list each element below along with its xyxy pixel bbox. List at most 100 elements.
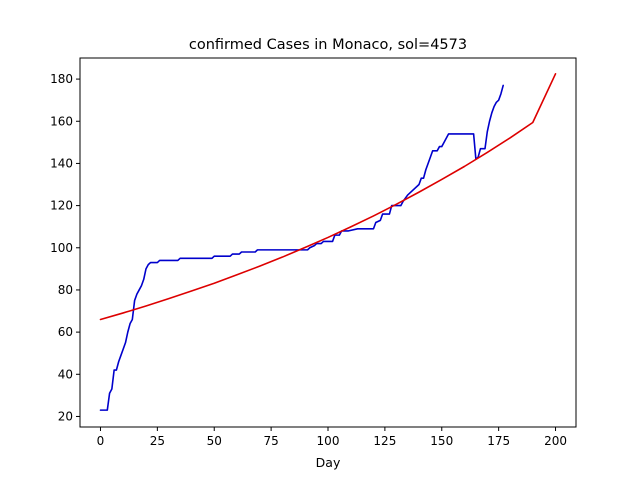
series-0-point bbox=[373, 228, 374, 229]
series-1-point bbox=[396, 204, 397, 205]
series-0-point bbox=[127, 332, 128, 333]
series-1-point bbox=[555, 73, 556, 74]
series-0-point bbox=[123, 348, 124, 349]
series-0-point bbox=[118, 361, 119, 362]
y-tick-label: 140 bbox=[50, 156, 73, 170]
series-0-point bbox=[359, 228, 360, 229]
series-0-point bbox=[114, 369, 115, 370]
series-0-point bbox=[375, 222, 376, 223]
series-1-point bbox=[168, 298, 169, 299]
series-0-point bbox=[177, 260, 178, 261]
series-0-point bbox=[423, 178, 424, 179]
series-0-point bbox=[257, 249, 258, 250]
series-0-point bbox=[107, 410, 108, 411]
series-0-point bbox=[487, 131, 488, 132]
series-1-point bbox=[305, 247, 306, 248]
series-1-point bbox=[373, 215, 374, 216]
series-0-point bbox=[448, 133, 449, 134]
series-0-point bbox=[139, 289, 140, 290]
plot-frame bbox=[79, 57, 577, 428]
series-0-point bbox=[503, 85, 504, 86]
series-1-point bbox=[100, 319, 101, 320]
series-0-point bbox=[314, 245, 315, 246]
series-0-point bbox=[430, 157, 431, 158]
series-line-1 bbox=[99, 73, 557, 321]
series-line-0 bbox=[99, 84, 504, 411]
y-tick-label: 60 bbox=[58, 325, 73, 339]
series-0-point bbox=[491, 112, 492, 113]
series-0-point bbox=[141, 285, 142, 286]
series-0-point bbox=[214, 256, 215, 257]
y-tick-label: 80 bbox=[58, 283, 73, 297]
series-0-point bbox=[145, 268, 146, 269]
series-1-point bbox=[191, 290, 192, 291]
series-1-point bbox=[350, 226, 351, 227]
series-0-point bbox=[134, 300, 135, 301]
series-1-point bbox=[145, 305, 146, 306]
x-tick-label: 200 bbox=[544, 434, 567, 448]
series-1-point bbox=[509, 137, 510, 138]
series-1-point bbox=[532, 122, 533, 123]
series-0-point bbox=[500, 93, 501, 94]
series-0-point bbox=[409, 192, 410, 193]
series-1-point bbox=[236, 274, 237, 275]
series-0-point bbox=[232, 254, 233, 255]
chart-title: confirmed Cases in Monaco, sol=4573 bbox=[189, 37, 467, 53]
series-0-point bbox=[389, 213, 390, 214]
series-0-point bbox=[241, 251, 242, 252]
series-1-point bbox=[464, 166, 465, 167]
series-0-point bbox=[321, 243, 322, 244]
series-0-point bbox=[380, 220, 381, 221]
series-1-point bbox=[214, 283, 215, 284]
series-0-point bbox=[100, 410, 101, 411]
series-0-point bbox=[432, 150, 433, 151]
series-0-point bbox=[136, 294, 137, 295]
series-0-point bbox=[357, 228, 358, 229]
series-0-point bbox=[493, 106, 494, 107]
series-1-point bbox=[418, 192, 419, 193]
series-0-point bbox=[339, 235, 340, 236]
series-0-point bbox=[125, 342, 126, 343]
series-0-point bbox=[498, 100, 499, 101]
series-1-point bbox=[282, 256, 283, 257]
series-0-point bbox=[348, 230, 349, 231]
series-0-point bbox=[111, 388, 112, 389]
x-tick-label: 75 bbox=[263, 434, 278, 448]
series-0-point bbox=[446, 138, 447, 139]
x-tick-label: 150 bbox=[430, 434, 453, 448]
y-axis-ticks: 20 40 60 80 100 120 140 160 180 bbox=[50, 72, 80, 423]
series-0-point bbox=[382, 213, 383, 214]
series-0-point bbox=[443, 142, 444, 143]
series-0-point bbox=[439, 146, 440, 147]
y-tick-label: 180 bbox=[50, 72, 73, 86]
series-0-point bbox=[150, 262, 151, 263]
series-0-point bbox=[400, 205, 401, 206]
series-0-point bbox=[129, 323, 130, 324]
series-0-point bbox=[132, 319, 133, 320]
x-tick-label: 50 bbox=[207, 434, 222, 448]
series-0-point bbox=[157, 262, 158, 263]
series-0-point bbox=[421, 178, 422, 179]
x-tick-label: 0 bbox=[97, 434, 105, 448]
series-0-point bbox=[109, 393, 110, 394]
series-0-point bbox=[148, 264, 149, 265]
series-0-point bbox=[484, 148, 485, 149]
y-tick-label: 160 bbox=[50, 114, 73, 128]
series-0-point bbox=[211, 258, 212, 259]
series-0-point bbox=[116, 369, 117, 370]
series-0-point bbox=[323, 241, 324, 242]
series-0-point bbox=[230, 256, 231, 257]
plot-area bbox=[99, 73, 557, 411]
y-tick-label: 120 bbox=[50, 199, 73, 213]
series-1-point bbox=[123, 312, 124, 313]
series-0-point bbox=[480, 148, 481, 149]
series-0-point bbox=[425, 169, 426, 170]
series-0-point bbox=[143, 279, 144, 280]
x-tick-label: 125 bbox=[373, 434, 396, 448]
x-tick-label: 175 bbox=[487, 434, 510, 448]
series-0-point bbox=[309, 247, 310, 248]
series-1-point bbox=[487, 152, 488, 153]
series-0-point bbox=[441, 146, 442, 147]
